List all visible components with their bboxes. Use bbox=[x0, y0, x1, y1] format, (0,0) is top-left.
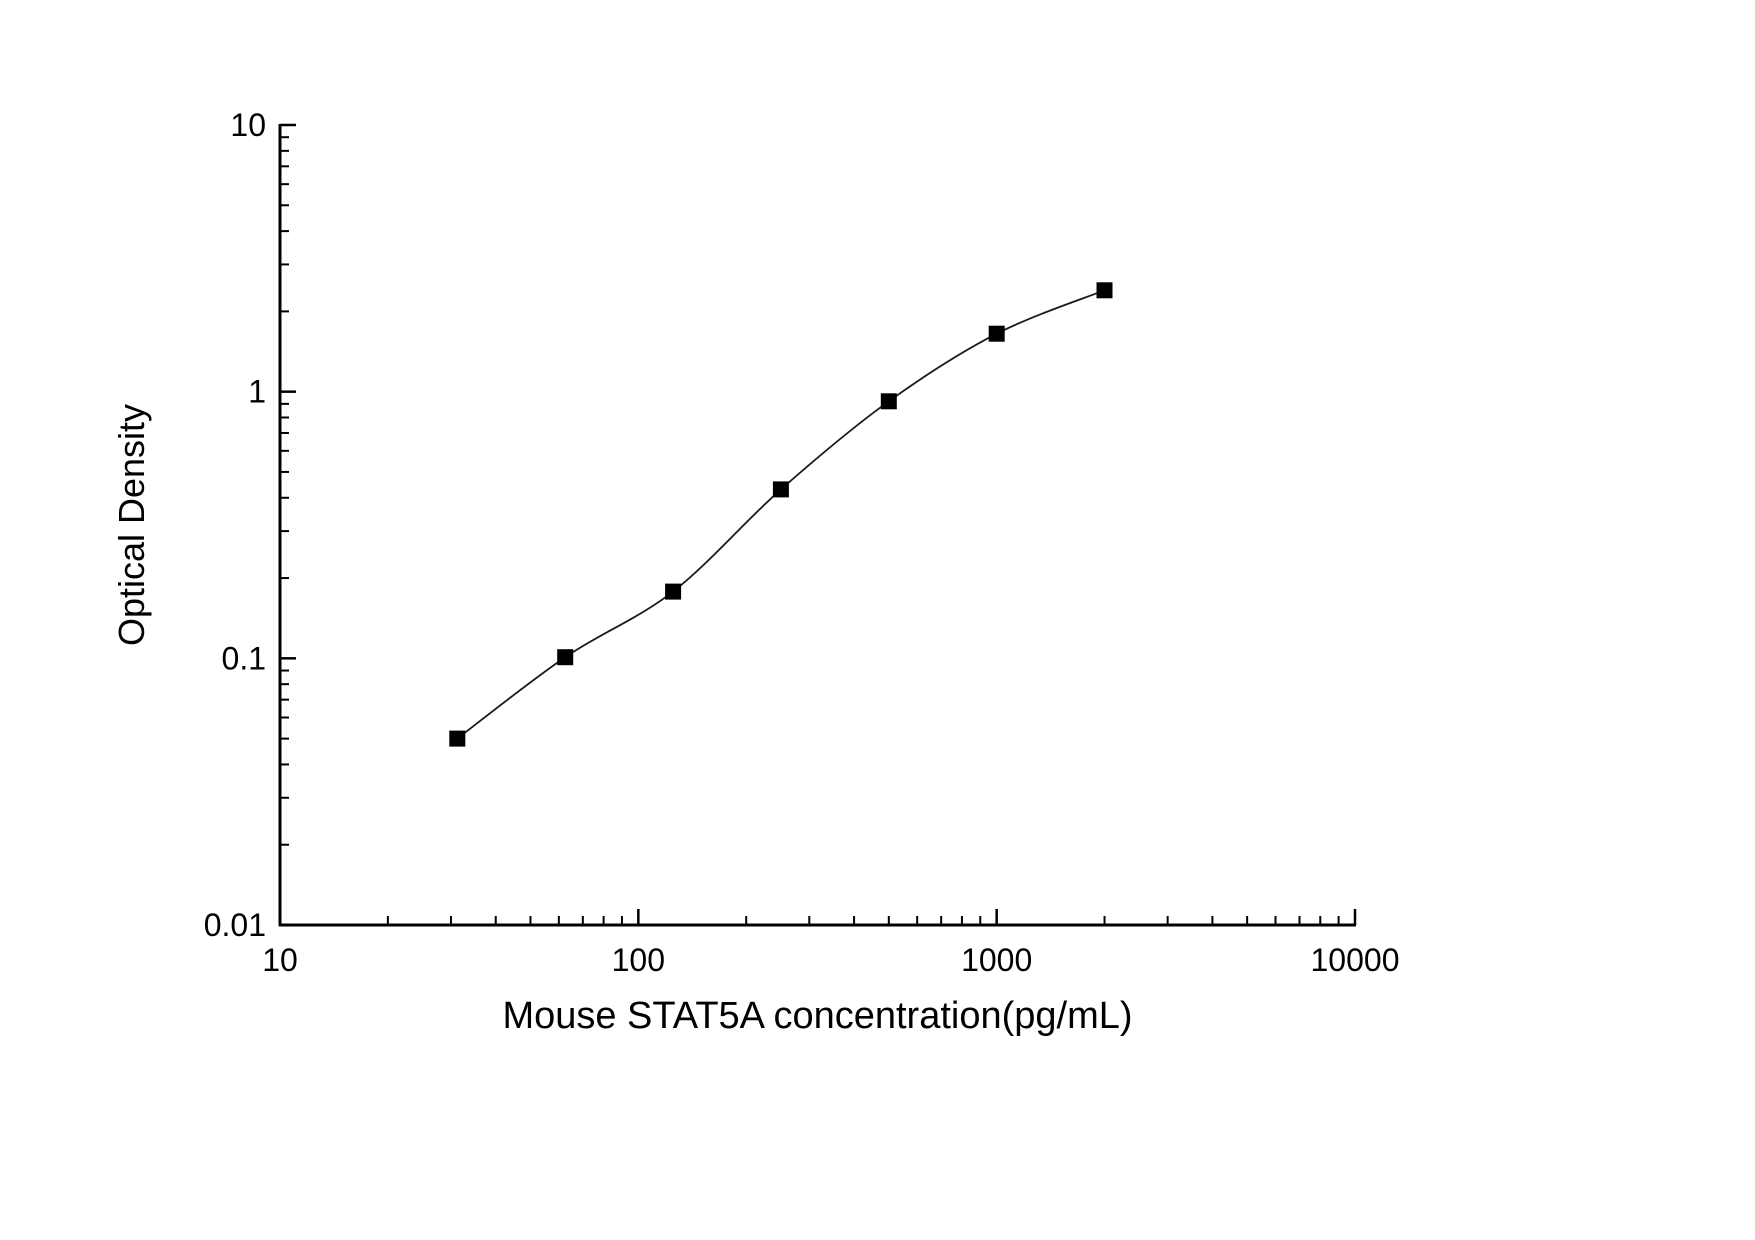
data-point-marker bbox=[1096, 282, 1113, 299]
standard-curve-line bbox=[456, 289, 1105, 740]
data-point-marker bbox=[988, 325, 1005, 342]
y-tick-label: 0.1 bbox=[222, 640, 266, 676]
data-point-marker bbox=[449, 730, 466, 747]
y-tick-label: 0.01 bbox=[204, 907, 266, 943]
data-point-marker bbox=[665, 583, 682, 600]
x-axis-title: Mouse STAT5A concentration(pg/mL) bbox=[502, 995, 1133, 1037]
x-tick-label: 10000 bbox=[1311, 942, 1400, 978]
y-tick-label: 1 bbox=[248, 374, 266, 410]
y-tick-label: 10 bbox=[230, 107, 266, 143]
data-point-marker bbox=[772, 481, 789, 498]
x-tick-label: 10 bbox=[262, 942, 298, 978]
x-tick-label: 100 bbox=[612, 942, 665, 978]
y-axis-title: Optical Density bbox=[111, 403, 152, 647]
data-point-marker bbox=[557, 649, 574, 666]
x-tick-label: 1000 bbox=[961, 942, 1032, 978]
data-point-marker bbox=[880, 393, 897, 410]
